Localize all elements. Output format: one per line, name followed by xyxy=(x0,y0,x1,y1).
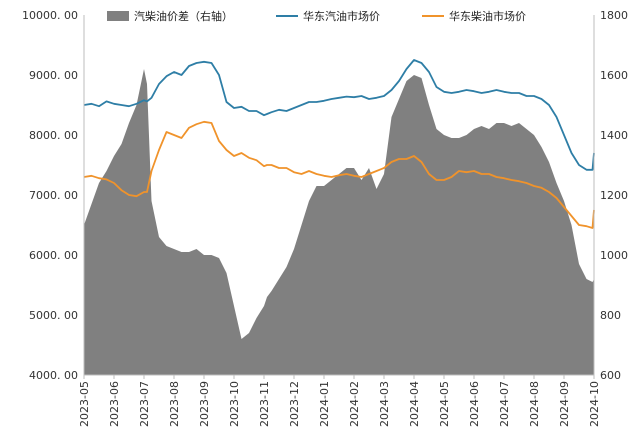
x-tick-label: 2023-10 xyxy=(228,381,241,427)
legend-label-diesel: 华东柴油市场价 xyxy=(449,9,526,23)
x-tick-label: 2023-06 xyxy=(108,381,121,427)
series-gasoline-line xyxy=(83,59,595,171)
legend-label-spread: 汽柴油价差（右轴） xyxy=(134,9,233,23)
x-tick-label: 2023-05 xyxy=(78,381,91,427)
x-tick-label: 2024-03 xyxy=(378,381,391,427)
x-tick-label: 2024-08 xyxy=(528,381,541,427)
x-tick-label: 2023-12 xyxy=(288,381,301,427)
legend-swatch-spread xyxy=(107,11,129,21)
x-tick-label: 2023-11 xyxy=(258,381,271,427)
left-tick-label: 4000. 00 xyxy=(29,369,78,382)
right-tick-label: 800 xyxy=(600,309,621,322)
right-tick-label: 1200 xyxy=(600,189,628,202)
left-tick-label: 10000. 00 xyxy=(22,9,78,22)
price-lines-layer xyxy=(83,59,595,229)
x-tick-label: 2024-10 xyxy=(588,381,601,427)
x-tick-label: 2024-09 xyxy=(558,381,571,427)
left-tick-label: 6000. 00 xyxy=(29,249,78,262)
x-tick-label: 2024-02 xyxy=(348,381,361,427)
left-tick-label: 7000. 00 xyxy=(29,189,78,202)
right-tick-label: 1600 xyxy=(600,69,628,82)
series-spread-area xyxy=(84,69,594,375)
axes-layer: 4000. 00 5000. 00 6000. 00 7000. 00 8000. 00… xyxy=(22,9,628,427)
left-tick-label: 8000. 00 xyxy=(29,129,78,142)
legend-label-gasoline: 华东汽油市场价 xyxy=(303,9,380,23)
x-tick-label: 2023-07 xyxy=(138,381,151,427)
right-tick-label: 600 xyxy=(600,369,621,382)
x-tick-label: 2023-09 xyxy=(198,381,211,427)
right-tick-label: 1000 xyxy=(600,249,628,262)
x-tick-label: 2024-05 xyxy=(438,381,451,427)
left-tick-label: 5000. 00 xyxy=(29,309,78,322)
left-tick-label: 9000. 00 xyxy=(29,69,78,82)
right-tick-label: 1400 xyxy=(600,129,628,142)
x-tick-label: 2023-08 xyxy=(168,381,181,427)
series-diesel-line xyxy=(83,120,595,229)
x-tick-label: 2024-01 xyxy=(318,381,331,427)
right-tick-label: 1800 xyxy=(600,9,628,22)
x-tick-label: 2024-06 xyxy=(468,381,481,427)
x-tick-label: 2024-04 xyxy=(408,381,421,427)
x-tick-label: 2024-07 xyxy=(498,381,511,427)
legend: 汽柴油价差（右轴） 华东汽油市场价 华东柴油市场价 xyxy=(107,9,526,23)
spread-area-layer xyxy=(84,69,594,375)
